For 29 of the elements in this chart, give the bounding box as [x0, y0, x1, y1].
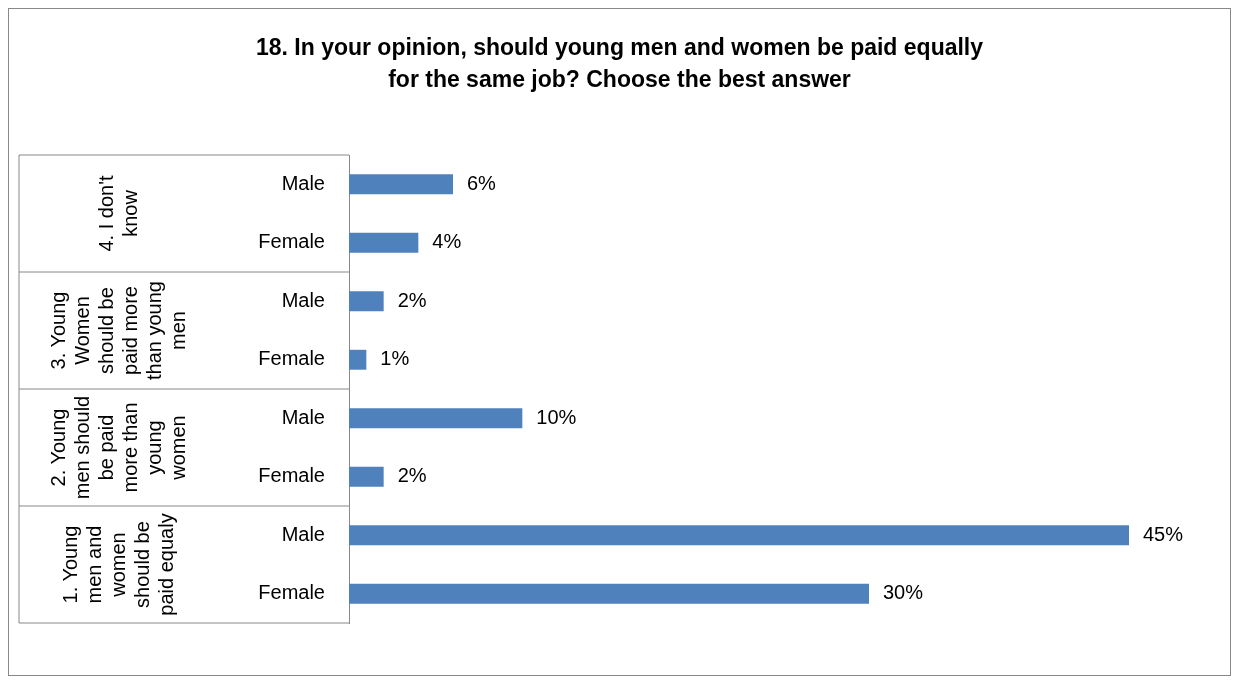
bar — [349, 174, 453, 195]
bar — [349, 466, 384, 487]
data-label: 2% — [397, 288, 427, 311]
data-label: 4% — [432, 230, 462, 253]
text: 1. Young men and women should be paid equaly — [58, 513, 177, 616]
y-tick-label: Female — [258, 347, 325, 370]
data-label: 30% — [883, 581, 924, 604]
text: 3. Young Women should be paid more than young men — [46, 281, 189, 380]
text: 2. Young men should be paid more than young women — [46, 395, 189, 500]
y-tick-label: Female — [258, 581, 325, 604]
data-label: 2% — [397, 464, 427, 487]
bar — [349, 232, 419, 253]
y-tick-label: Male — [281, 171, 325, 194]
y-tick-label: Female — [258, 230, 325, 253]
bar — [349, 525, 1129, 546]
data-label: 6% — [467, 171, 497, 194]
y-tick-label: Male — [281, 522, 325, 545]
bar — [349, 291, 384, 312]
data-label: 10% — [536, 405, 577, 428]
y-tick-label: Male — [281, 405, 325, 428]
text: 4. I don't know — [94, 175, 141, 252]
bar — [349, 349, 367, 370]
data-label: 45% — [1143, 522, 1184, 545]
bar — [349, 583, 869, 604]
y-tick-label: Female — [258, 464, 325, 487]
data-label: 1% — [380, 347, 410, 370]
chart-title: 18. In your opinion, should young men and women be paid equally for the same job? Choose the best answer — [254, 33, 985, 94]
bar — [349, 408, 523, 429]
y-tick-label: Male — [281, 288, 325, 311]
